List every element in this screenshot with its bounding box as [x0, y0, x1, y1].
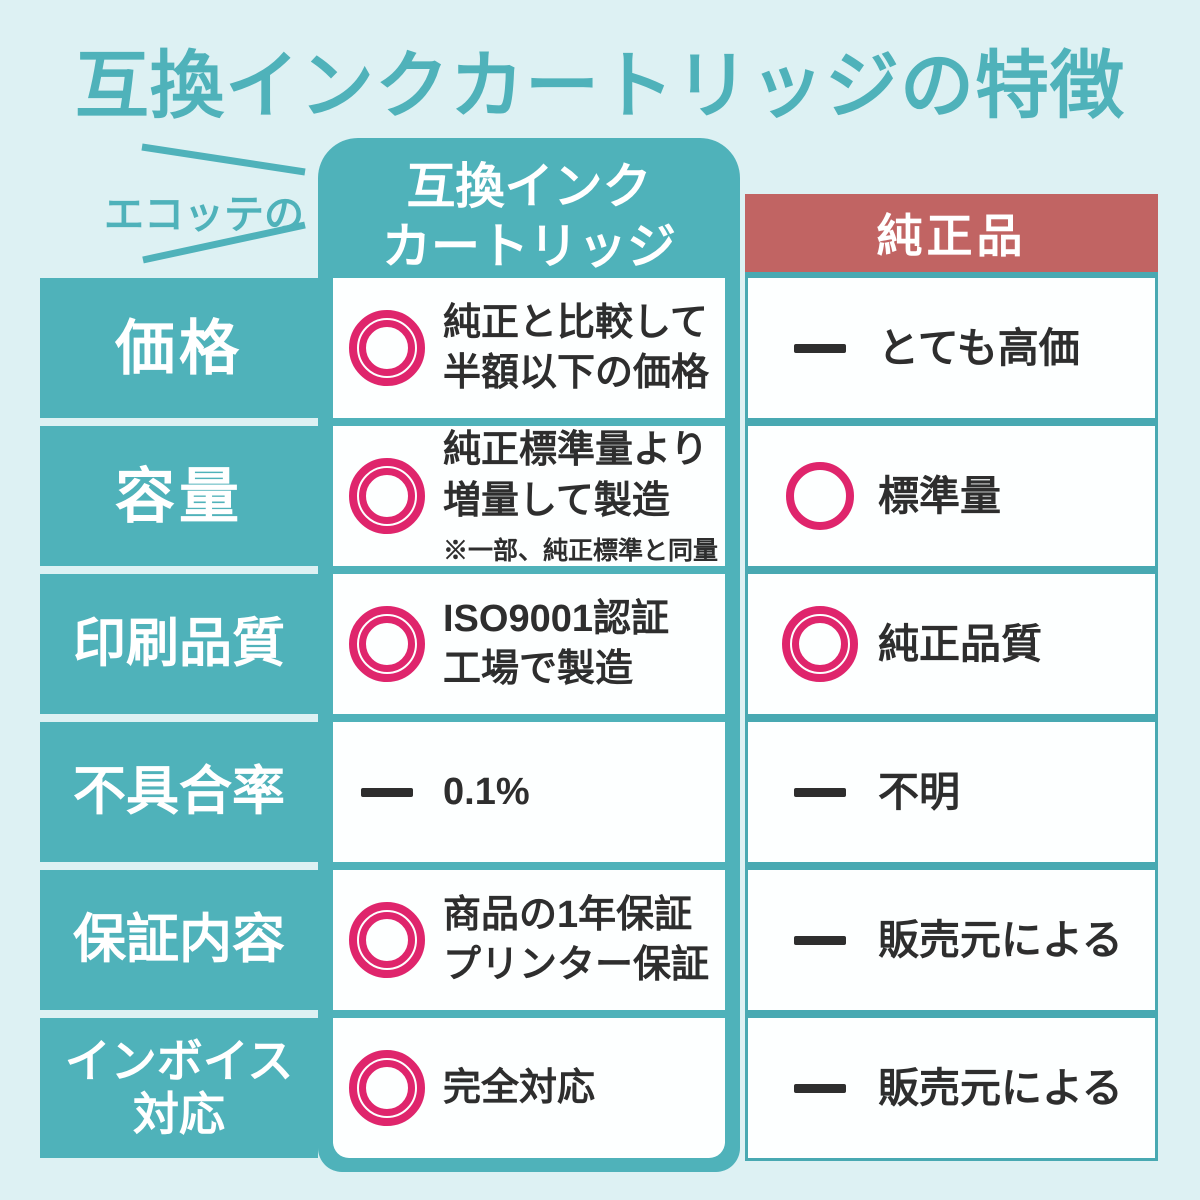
rating-icon-box: [341, 787, 433, 797]
rating-icon: [349, 458, 425, 534]
page-title: 互換インクカートリッジの特徴: [75, 44, 1125, 127]
column-header-compatible: 互換インク カートリッジ: [381, 160, 676, 274]
cell-text: とても高価: [878, 324, 1080, 371]
cell-text: 純正品質: [878, 620, 1042, 667]
compatible-cell-warranty: 商品の1年保証 プリンター保証: [333, 870, 725, 1010]
cell-text: 商品の1年保証 プリンター保証: [443, 893, 710, 986]
cell-text: 完全対応: [443, 1066, 596, 1109]
rating-icon: [782, 606, 858, 682]
rating-icon: [794, 1083, 846, 1093]
compatible-cell-print-quality: ISO9001認証 工場で製造: [333, 574, 725, 714]
compatible-cell-capacity: 純正標準量より 増量して製造 ※一部、純正標準と同量: [333, 426, 725, 566]
compatible-cell-defect-rate: 0.1%: [333, 722, 725, 862]
cell-text: 不明: [878, 768, 960, 815]
cell-text: 純正標準量より 増量して製造: [443, 429, 709, 522]
rating-icon: [349, 310, 425, 386]
genuine-cell-defect-rate: 不明: [748, 722, 1155, 862]
rating-icon-box: [778, 935, 862, 945]
cell-text: ISO9001認証 工場で製造: [443, 597, 669, 690]
compatible-cell-invoice: 完全対応: [333, 1018, 725, 1158]
rating-icon-box: [341, 1050, 433, 1126]
rating-icon: [361, 787, 413, 797]
row-header-invoice: インボイス 対応: [40, 1018, 318, 1158]
rating-icon: [794, 787, 846, 797]
row-header-defect-rate: 不具合率: [40, 722, 318, 862]
genuine-column-background: [745, 272, 1158, 1161]
cell-footnote: ※一部、純正標準と同量: [443, 536, 719, 565]
row-header-price: 価格: [40, 278, 318, 418]
genuine-cell-capacity: 標準量: [748, 426, 1155, 566]
rating-icon: [794, 343, 846, 353]
rating-icon-box: [341, 310, 433, 386]
rating-icon-box: [778, 343, 862, 353]
brand-label: エコッテの: [104, 193, 304, 237]
rating-icon-box: [341, 902, 433, 978]
column-header-genuine: 純正品: [745, 194, 1158, 272]
row-header-warranty: 保証内容: [40, 870, 318, 1010]
rating-icon-box: [778, 787, 862, 797]
row-header-capacity: 容量: [40, 426, 318, 566]
cell-text: 標準量: [878, 472, 1001, 519]
rating-icon: [349, 606, 425, 682]
cell-text: 純正と比較して 半額以下の価格: [443, 301, 710, 394]
cell-text: 販売元による: [878, 1064, 1123, 1111]
rating-icon: [794, 935, 846, 945]
compatible-cell-price: 純正と比較して 半額以下の価格: [333, 278, 725, 418]
row-header-print-quality: 印刷品質: [40, 574, 318, 714]
emphasis-line-bottom: [142, 221, 306, 264]
rating-icon-box: [778, 1083, 862, 1093]
rating-icon-box: [341, 458, 433, 534]
rating-icon-box: [778, 606, 862, 682]
genuine-cell-invoice: 販売元による: [748, 1018, 1155, 1158]
genuine-cell-price: とても高価: [748, 278, 1155, 418]
rating-icon-box: [341, 606, 433, 682]
rating-icon: [349, 902, 425, 978]
emphasis-line-top: [141, 143, 306, 176]
rating-icon-box: [778, 462, 862, 530]
brand-emphasis-lines: [141, 143, 306, 264]
genuine-cell-warranty: 販売元による: [748, 870, 1155, 1010]
cell-text: 0.1%: [443, 770, 530, 813]
genuine-cell-print-quality: 純正品質: [748, 574, 1155, 714]
cell-text: 販売元による: [878, 916, 1123, 963]
rating-icon: [786, 462, 854, 530]
rating-icon: [349, 1050, 425, 1126]
